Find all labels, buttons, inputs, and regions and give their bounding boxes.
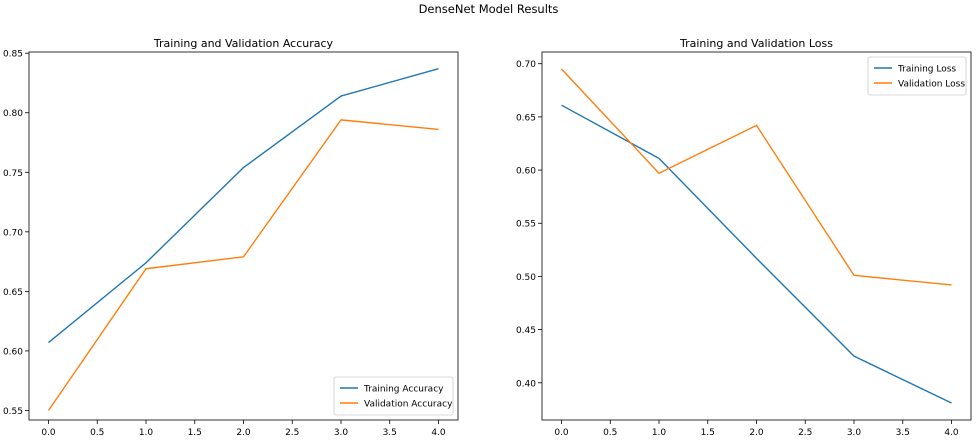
series-line-0	[561, 104, 952, 404]
y-tick-label: 0.70	[516, 60, 536, 70]
x-tick-label: 1.0	[652, 428, 667, 438]
legend: Training Loss Validation Loss	[867, 56, 967, 96]
y-tick-label: 0.80	[3, 109, 23, 119]
x-tick-label: 0.5	[603, 428, 617, 438]
legend-label: Validation Loss	[898, 80, 965, 90]
x-tick-label: 0.0	[41, 428, 56, 438]
figure-title: DenseNet Model Results	[418, 2, 559, 16]
x-tick-label: 2.0	[749, 428, 764, 438]
x-tick-label: 1.5	[701, 428, 715, 438]
y-tick-label: 0.55	[3, 407, 23, 417]
legend-label: Training Loss	[897, 65, 956, 75]
chart-title: Training and Validation Accuracy	[153, 37, 334, 50]
y-tick-label: 0.85	[3, 50, 23, 60]
y-tick-label: 0.65	[516, 113, 536, 123]
x-tick-label: 2.5	[798, 428, 812, 438]
legend-box	[867, 56, 967, 96]
x-tick-label: 3.5	[896, 428, 910, 438]
x-tick-label: 3.5	[383, 428, 397, 438]
chart-title: Training and Validation Loss	[679, 37, 833, 50]
x-tick-label: 3.0	[847, 428, 862, 438]
y-tick-label: 0.60	[516, 167, 536, 177]
plot-frame	[541, 51, 972, 421]
x-tick-label: 1.0	[139, 428, 154, 438]
y-tick-label: 0.75	[3, 169, 23, 179]
series-line-1	[47, 119, 439, 411]
y-tick-label: 0.70	[3, 228, 23, 238]
x-tick-label: 0.0	[554, 428, 569, 438]
x-tick-label: 2.5	[285, 428, 299, 438]
plot-frame	[28, 51, 459, 421]
legend-label: Validation Accuracy	[364, 400, 453, 410]
y-tick-label: 0.55	[516, 220, 536, 230]
accuracy-chart: Training and Validation Accuracy 0.0 0.5 1.…	[3, 37, 459, 438]
y-tick-label: 0.50	[516, 273, 536, 283]
legend-box	[333, 376, 454, 416]
x-tick-label: 2.0	[236, 428, 251, 438]
legend-label: Training Accuracy	[363, 385, 444, 395]
x-tick-label: 0.5	[90, 428, 104, 438]
y-tick-label: 0.45	[516, 326, 536, 336]
x-tick-label: 4.0	[431, 428, 446, 438]
legend: Training Accuracy Validation Accuracy	[333, 376, 454, 416]
y-tick-label: 0.40	[516, 379, 536, 389]
y-tick-label: 0.60	[3, 347, 23, 357]
series-line-1	[560, 68, 952, 286]
series-line-0	[48, 67, 439, 344]
x-tick-label: 3.0	[334, 428, 349, 438]
x-tick-label: 4.0	[944, 428, 959, 438]
x-tick-label: 1.5	[188, 428, 202, 438]
loss-chart: Training and Validation Loss 0.0 0.5 1.0 1.5…	[516, 37, 972, 438]
y-tick-label: 0.65	[3, 288, 23, 298]
